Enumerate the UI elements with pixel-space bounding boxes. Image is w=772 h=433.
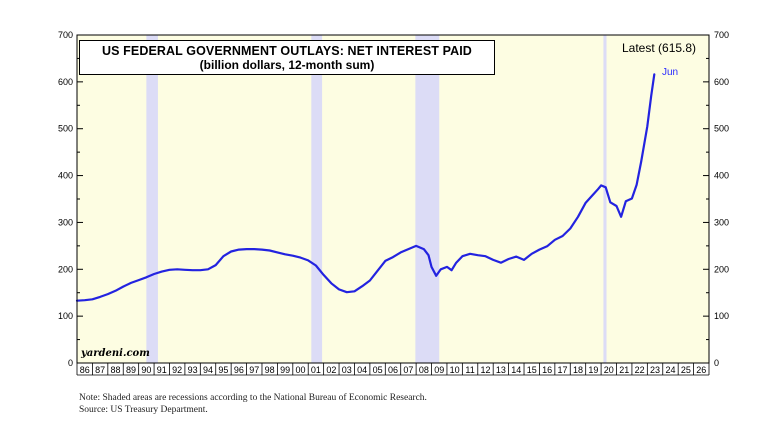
x-tick-label-87: 87 bbox=[95, 365, 105, 375]
x-tick-label-23: 23 bbox=[650, 365, 660, 375]
x-tick-label-22: 22 bbox=[635, 365, 645, 375]
right-tick-label-500: 500 bbox=[714, 124, 729, 134]
x-tick-label-13: 13 bbox=[496, 365, 506, 375]
x-tick-label-98: 98 bbox=[265, 365, 275, 375]
right-tick-label-400: 400 bbox=[714, 171, 729, 181]
x-tick-label-89: 89 bbox=[126, 365, 136, 375]
x-tick-label-07: 07 bbox=[403, 365, 413, 375]
left-tick-label-600: 600 bbox=[58, 77, 73, 87]
right-tick-label-200: 200 bbox=[714, 264, 729, 274]
series-layer bbox=[75, 73, 656, 302]
chart-title: US FEDERAL GOVERNMENT OUTLAYS: NET INTER… bbox=[102, 44, 472, 58]
x-tick-label-19: 19 bbox=[588, 365, 598, 375]
x-tick-label-21: 21 bbox=[619, 365, 629, 375]
x-tick-label-16: 16 bbox=[542, 365, 552, 375]
x-tick-label-02: 02 bbox=[326, 365, 336, 375]
left-tick-label-0: 0 bbox=[68, 358, 73, 368]
x-tick-label-06: 06 bbox=[388, 365, 398, 375]
x-tick-label-86: 86 bbox=[80, 365, 90, 375]
left-tick-label-400: 400 bbox=[58, 171, 73, 181]
source-note: Source: US Treasury Department. bbox=[79, 405, 208, 415]
left-tick-label-200: 200 bbox=[58, 264, 73, 274]
x-tick-label-26: 26 bbox=[696, 365, 706, 375]
plot-frame bbox=[76, 34, 710, 364]
left-tick-label-500: 500 bbox=[58, 124, 73, 134]
x-tick-label-24: 24 bbox=[665, 365, 675, 375]
x-tick-label-90: 90 bbox=[141, 365, 151, 375]
recession-band-3 bbox=[603, 35, 607, 363]
x-tick-label-17: 17 bbox=[558, 365, 568, 375]
x-tick-label-96: 96 bbox=[234, 365, 244, 375]
x-tick-label-94: 94 bbox=[203, 365, 213, 375]
footnote: Note: Shaded areas are recessions accord… bbox=[79, 393, 427, 403]
x-tick-label-93: 93 bbox=[188, 365, 198, 375]
x-tick-label-01: 01 bbox=[311, 365, 321, 375]
x-tick-label-95: 95 bbox=[218, 365, 228, 375]
x-tick-label-88: 88 bbox=[111, 365, 121, 375]
left-tick-label-700: 700 bbox=[58, 30, 73, 40]
right-tick-label-0: 0 bbox=[714, 358, 719, 368]
x-tick-label-99: 99 bbox=[280, 365, 290, 375]
recession-band-0 bbox=[146, 35, 158, 363]
x-axis: 86 87 88 89 90 91 92 93 94 95 96 97 98 99 00 01 02 03 04 05… bbox=[76, 363, 710, 376]
x-tick-label-10: 10 bbox=[450, 365, 460, 375]
latest-value-label: Latest (615.8) bbox=[622, 41, 697, 55]
series-line-0 bbox=[75, 73, 656, 302]
right-tick-label-700: 700 bbox=[714, 30, 729, 40]
title-box: US FEDERAL GOVERNMENT OUTLAYS: NET INTER… bbox=[79, 40, 495, 75]
right-tick-label-600: 600 bbox=[714, 77, 729, 87]
recession-band-1 bbox=[311, 35, 323, 363]
x-tick-label-05: 05 bbox=[373, 365, 383, 375]
recession-band-2 bbox=[415, 35, 440, 363]
x-tick-label-11: 11 bbox=[465, 365, 474, 375]
end-point-label: Jun bbox=[662, 67, 679, 78]
recession-bands bbox=[146, 35, 607, 363]
x-tick-label-25: 25 bbox=[681, 365, 691, 375]
chart-subtitle: (billion dollars, 12-month sum) bbox=[199, 58, 375, 72]
left-tick-label-100: 100 bbox=[58, 311, 73, 321]
x-tick-label-97: 97 bbox=[249, 365, 259, 375]
x-tick-label-20: 20 bbox=[604, 365, 614, 375]
x-tick-label-08: 08 bbox=[419, 365, 429, 375]
x-tick-label-18: 18 bbox=[573, 365, 583, 375]
right-y-axis: 0 100 200 300 400 500 600 700 bbox=[703, 30, 729, 368]
x-tick-label-09: 09 bbox=[434, 365, 444, 375]
left-tick-label-300: 300 bbox=[58, 217, 73, 227]
brand-label: yardeni.com bbox=[81, 348, 150, 359]
x-tick-label-14: 14 bbox=[511, 365, 521, 375]
x-tick-label-91: 91 bbox=[157, 365, 167, 375]
x-tick-label-04: 04 bbox=[357, 365, 367, 375]
x-tick-label-00: 00 bbox=[296, 365, 306, 375]
x-tick-label-03: 03 bbox=[342, 365, 352, 375]
x-tick-label-12: 12 bbox=[480, 365, 490, 375]
right-tick-label-100: 100 bbox=[714, 311, 729, 321]
x-tick-label-15: 15 bbox=[527, 365, 537, 375]
x-tick-label-92: 92 bbox=[172, 365, 182, 375]
right-tick-label-300: 300 bbox=[714, 217, 729, 227]
plot-background bbox=[77, 35, 709, 363]
